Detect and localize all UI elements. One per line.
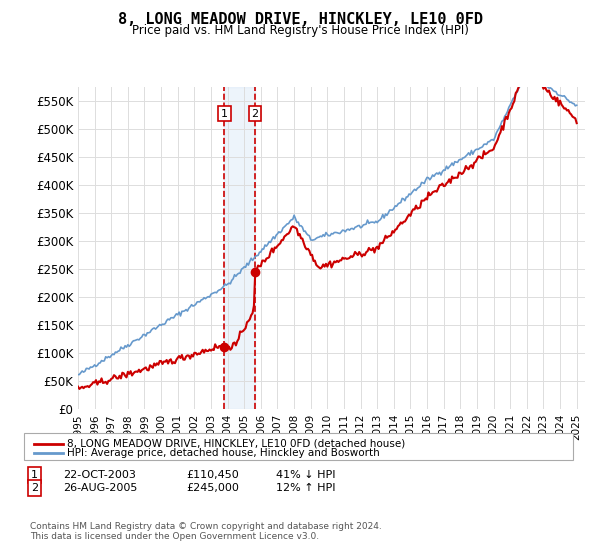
Text: Contains HM Land Registry data © Crown copyright and database right 2024.
This d: Contains HM Land Registry data © Crown c… bbox=[30, 522, 382, 542]
Bar bbox=[224, 87, 255, 409]
Text: £245,000: £245,000 bbox=[186, 483, 239, 493]
Text: 22-OCT-2003: 22-OCT-2003 bbox=[63, 470, 136, 480]
Text: 8, LONG MEADOW DRIVE, HINCKLEY, LE10 0FD (detached house): 8, LONG MEADOW DRIVE, HINCKLEY, LE10 0FD… bbox=[67, 438, 406, 449]
Text: HPI: Average price, detached house, Hinckley and Bosworth: HPI: Average price, detached house, Hinc… bbox=[67, 448, 380, 458]
Text: £110,450: £110,450 bbox=[186, 470, 239, 480]
Text: 12% ↑ HPI: 12% ↑ HPI bbox=[276, 483, 335, 493]
Text: 2: 2 bbox=[31, 483, 38, 493]
Text: 26-AUG-2005: 26-AUG-2005 bbox=[63, 483, 137, 493]
Text: Price paid vs. HM Land Registry's House Price Index (HPI): Price paid vs. HM Land Registry's House … bbox=[131, 24, 469, 37]
Text: 1: 1 bbox=[221, 109, 228, 119]
Text: 8, LONG MEADOW DRIVE, HINCKLEY, LE10 0FD: 8, LONG MEADOW DRIVE, HINCKLEY, LE10 0FD bbox=[118, 12, 482, 27]
Text: 2: 2 bbox=[251, 109, 259, 119]
Text: 1: 1 bbox=[31, 470, 38, 480]
Text: 41% ↓ HPI: 41% ↓ HPI bbox=[276, 470, 335, 480]
